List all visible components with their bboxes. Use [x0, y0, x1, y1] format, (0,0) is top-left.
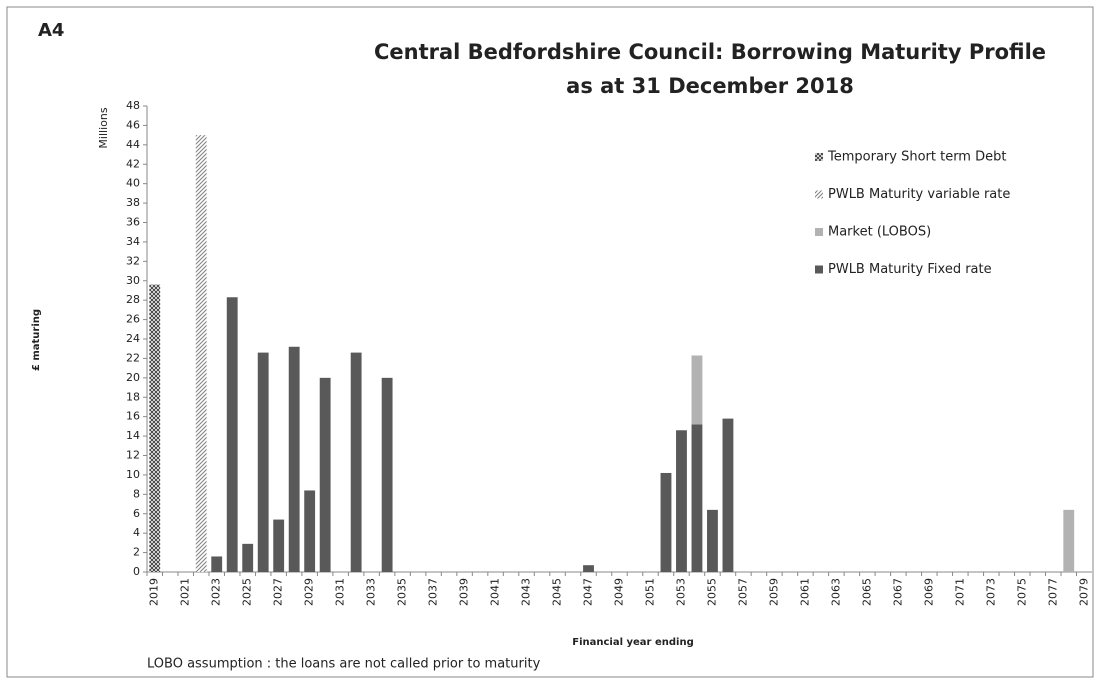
y-tick-label: 22 [126, 351, 140, 364]
bar [242, 543, 254, 572]
bar [660, 472, 672, 572]
y-tick-label: 42 [126, 157, 140, 170]
x-tick-label: 2047 [582, 578, 595, 606]
x-tick-label: 2039 [458, 578, 471, 606]
y-tick-label: 16 [126, 410, 140, 423]
y-tick-label: 44 [126, 138, 140, 151]
x-tick-label: 2049 [613, 578, 626, 606]
bar [722, 418, 734, 572]
x-axis-title: Financial year ending [572, 637, 693, 648]
bar [583, 565, 594, 572]
x-tick-label: 2037 [427, 578, 440, 606]
legend-label: Market (LOBOS) [828, 225, 931, 240]
y-tick-label: 14 [126, 429, 140, 442]
bar [707, 509, 718, 572]
chart-subtitle: as at 31 December 2018 [566, 74, 854, 98]
y-tick-label: 38 [126, 196, 140, 209]
legend-marker [815, 228, 823, 236]
bar [350, 352, 362, 572]
bar [195, 135, 207, 572]
y-tick-label: 32 [126, 254, 140, 267]
y-unit-label: Millions [97, 107, 110, 148]
x-tick-label: 2021 [179, 578, 192, 606]
x-tick-label: 2069 [922, 578, 935, 606]
y-axis-title: £ maturing [31, 309, 42, 371]
bar [273, 519, 285, 572]
y-tick-label: 2 [133, 546, 140, 559]
y-tick-label: 10 [126, 468, 140, 481]
bar [211, 556, 223, 572]
x-tick-label: 2063 [829, 578, 842, 606]
y-tick-label: 40 [126, 177, 140, 190]
y-tick-label: 0 [133, 565, 140, 578]
x-tick-label: 2053 [674, 578, 687, 606]
bar [319, 377, 331, 572]
footnote: LOBO assumption : the loans are not call… [147, 657, 541, 672]
x-tick-label: 2035 [396, 578, 409, 606]
bar [288, 346, 300, 572]
legend-label: PWLB Maturity variable rate [828, 187, 1010, 202]
x-tick-label: 2023 [210, 578, 223, 606]
x-tick-label: 2059 [767, 578, 780, 606]
chart-frame [6, 6, 1094, 678]
x-tick-label: 2079 [1077, 578, 1090, 606]
bar [691, 355, 703, 425]
bar [691, 424, 703, 572]
y-tick-label: 24 [126, 332, 140, 345]
y-tick-label: 20 [126, 371, 140, 384]
legend-label: PWLB Maturity Fixed rate [828, 262, 992, 277]
x-tick-label: 2067 [891, 578, 904, 606]
y-tick-label: 34 [126, 235, 140, 248]
x-tick-label: 2075 [1015, 578, 1028, 606]
x-tick-label: 2065 [860, 578, 873, 606]
chart-label: A4 [38, 20, 64, 41]
y-tick-label: 30 [126, 274, 140, 287]
bar [257, 352, 269, 572]
x-tick-label: 2051 [643, 578, 656, 606]
bar [149, 284, 161, 572]
legend-marker [815, 153, 823, 161]
chart-title: Central Bedfordshire Council: Borrowing … [374, 40, 1046, 64]
legend-marker [815, 265, 823, 274]
legend-marker [815, 190, 823, 199]
x-tick-label: 2071 [953, 578, 966, 606]
x-tick-label: 2033 [365, 578, 378, 606]
y-tick-label: 6 [133, 507, 140, 520]
y-tick-label: 46 [126, 118, 140, 131]
x-tick-label: 2041 [489, 578, 502, 606]
x-tick-label: 2073 [984, 578, 997, 606]
x-tick-label: 2031 [334, 578, 347, 606]
legend-label: Temporary Short term Debt [827, 150, 1006, 165]
y-tick-label: 4 [133, 526, 140, 539]
x-tick-label: 2043 [520, 578, 533, 606]
y-tick-label: 26 [126, 313, 140, 326]
x-tick-label: 2025 [241, 578, 254, 606]
x-tick-label: 2077 [1046, 578, 1059, 606]
y-tick-label: 28 [126, 293, 140, 306]
bar [304, 490, 316, 572]
x-tick-label: 2019 [148, 578, 161, 606]
y-tick-label: 18 [126, 390, 140, 403]
bar [381, 377, 393, 572]
bar [676, 430, 687, 572]
y-tick-label: 36 [126, 216, 140, 229]
x-tick-label: 2061 [798, 578, 811, 606]
x-tick-label: 2055 [705, 578, 718, 606]
y-tick-label: 8 [133, 487, 140, 500]
x-tick-label: 2027 [272, 578, 285, 606]
bar [1063, 509, 1075, 572]
x-tick-label: 2057 [736, 578, 749, 606]
y-tick-label: 12 [126, 449, 140, 462]
y-tick-label: 48 [126, 99, 140, 112]
bar [226, 297, 238, 572]
x-tick-label: 2045 [551, 578, 564, 606]
x-tick-label: 2029 [303, 578, 316, 606]
